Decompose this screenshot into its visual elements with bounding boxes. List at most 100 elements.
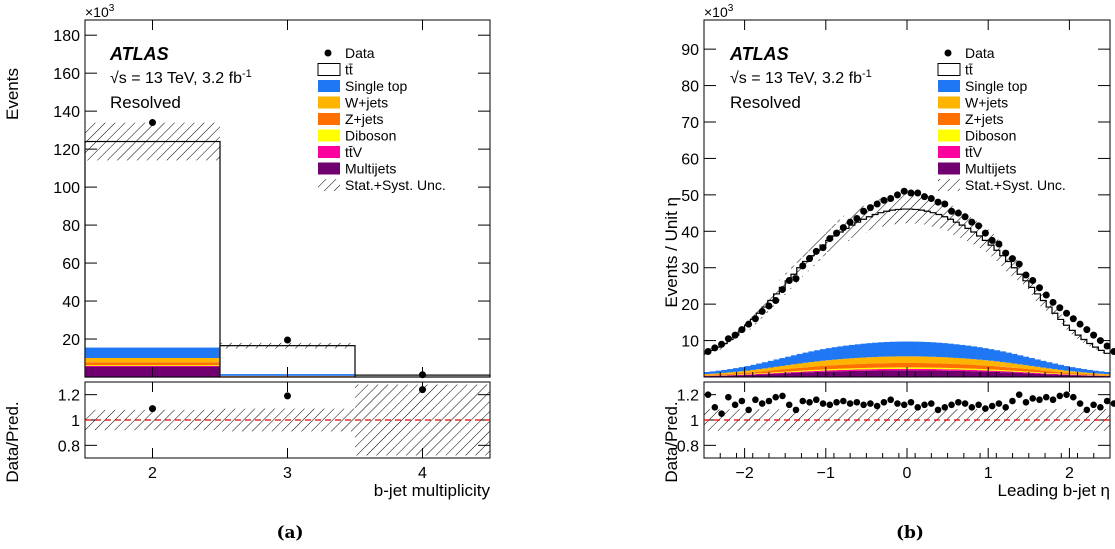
stack-bar <box>941 370 948 377</box>
data-point <box>1103 342 1111 350</box>
legend-label: Stat.+Syst. Unc. <box>965 177 1066 193</box>
stack-bar <box>959 344 966 359</box>
stack-bar <box>727 369 734 373</box>
panel-a-region-label: Resolved <box>110 93 181 112</box>
stack-bar <box>843 358 850 365</box>
ratio-point <box>819 400 827 407</box>
stack-bar <box>1057 369 1064 373</box>
panel-b-xtick-label: 0 <box>903 465 912 482</box>
panel-b-main-ytick-label: 60 <box>681 151 699 168</box>
stack-bar <box>895 367 902 369</box>
ratio-point <box>955 398 962 406</box>
ratio-point <box>961 400 969 407</box>
data-point <box>1096 337 1104 345</box>
stack-bar <box>854 357 861 365</box>
stack-bar <box>1098 371 1105 374</box>
stack-bar <box>756 363 763 370</box>
stack-bar <box>970 368 977 370</box>
legend-data-marker <box>944 49 952 57</box>
stack-bar <box>756 371 763 374</box>
stack-bar <box>901 370 908 377</box>
stack-bar <box>831 371 838 377</box>
stack-bar <box>1081 373 1088 375</box>
data-point <box>819 244 827 252</box>
panel-b-ratio-ytick-label: 1 <box>690 413 699 430</box>
stack-bar <box>779 358 786 366</box>
stack-bar <box>1092 373 1099 375</box>
ratio-point <box>752 396 759 404</box>
stack-bar <box>808 371 815 373</box>
ratio-point <box>1015 391 1023 398</box>
stack-bar <box>982 371 989 377</box>
ratio-uncertainty-band <box>918 409 925 431</box>
stack-bar <box>1028 373 1035 377</box>
stack-bar <box>982 369 989 371</box>
stack-bar <box>779 369 786 372</box>
legend-label: Z+jets <box>345 111 384 127</box>
legend-swatch <box>938 146 960 158</box>
stack-bar <box>854 369 861 371</box>
ratio-point <box>1022 398 1030 406</box>
panel-b-main-ytick-label: 50 <box>681 188 699 205</box>
stack-bar <box>843 368 850 370</box>
data-point <box>778 286 786 294</box>
stack-bar <box>773 372 780 373</box>
stack-bar <box>785 373 792 377</box>
ratio-point <box>887 396 894 404</box>
panel-b: 10 20 30 40 50 60 70 80 90 0.8 1 1.2 −2 −1 0 1 2 Events… <box>662 3 1115 500</box>
stack-bar <box>785 356 792 366</box>
stack-bar <box>965 371 972 377</box>
panel-a-main-ytick-label: 180 <box>53 28 80 45</box>
stack-bar <box>912 356 919 363</box>
ratio-point <box>914 404 922 411</box>
legend-data-marker <box>324 49 332 57</box>
stack-bar <box>895 356 902 363</box>
ratio-uncertainty-band <box>970 409 977 431</box>
stack-bar <box>1028 372 1035 374</box>
stack-bar <box>796 367 803 371</box>
ratio-point <box>867 400 874 407</box>
stack-bar <box>901 356 908 363</box>
stack-bar <box>779 371 786 373</box>
panel-b-multiplier: ×103 <box>704 3 734 20</box>
data-point <box>1029 276 1037 284</box>
data-point <box>1015 260 1023 268</box>
stack-bar <box>704 371 711 375</box>
ratio-uncertainty-band <box>1069 409 1076 431</box>
stack-bar <box>901 362 908 368</box>
data-point <box>893 191 901 199</box>
legend-label: Diboson <box>345 128 396 144</box>
stack-bar <box>1028 371 1035 373</box>
stack-bar <box>907 362 914 368</box>
stack-bar <box>1075 375 1082 377</box>
stack-bar <box>936 370 943 377</box>
stack-bar <box>959 368 966 370</box>
stack-bar <box>930 356 937 364</box>
stack-bar <box>1046 362 1053 369</box>
stack-bar <box>767 367 774 371</box>
legend-swatch <box>318 162 340 175</box>
stack-bar <box>924 370 931 377</box>
stack-bar <box>878 356 885 364</box>
stack-bar <box>895 368 902 371</box>
ratio-uncertainty-band <box>750 409 757 431</box>
stack-bar <box>866 357 873 364</box>
legend-label: Single top <box>345 78 407 94</box>
stack-bar <box>999 370 1006 372</box>
data-point <box>853 215 861 223</box>
stack-bar <box>907 356 914 363</box>
ratio-uncertainty-band <box>878 409 885 431</box>
legend-uncertainty-swatch <box>318 179 340 191</box>
stack-bar <box>802 352 809 363</box>
stack-bar <box>750 369 757 373</box>
stack-bar <box>895 362 902 368</box>
data-point <box>1035 284 1043 292</box>
stack-bar <box>976 347 983 360</box>
panel-b-ratio-ylabel: Data/Pred. <box>662 401 681 482</box>
ratio-point <box>149 405 156 413</box>
stack-bar <box>738 375 745 377</box>
stack-bar <box>1005 372 1012 377</box>
stack-bar <box>988 349 995 361</box>
ratio-uncertainty-band <box>767 409 774 431</box>
